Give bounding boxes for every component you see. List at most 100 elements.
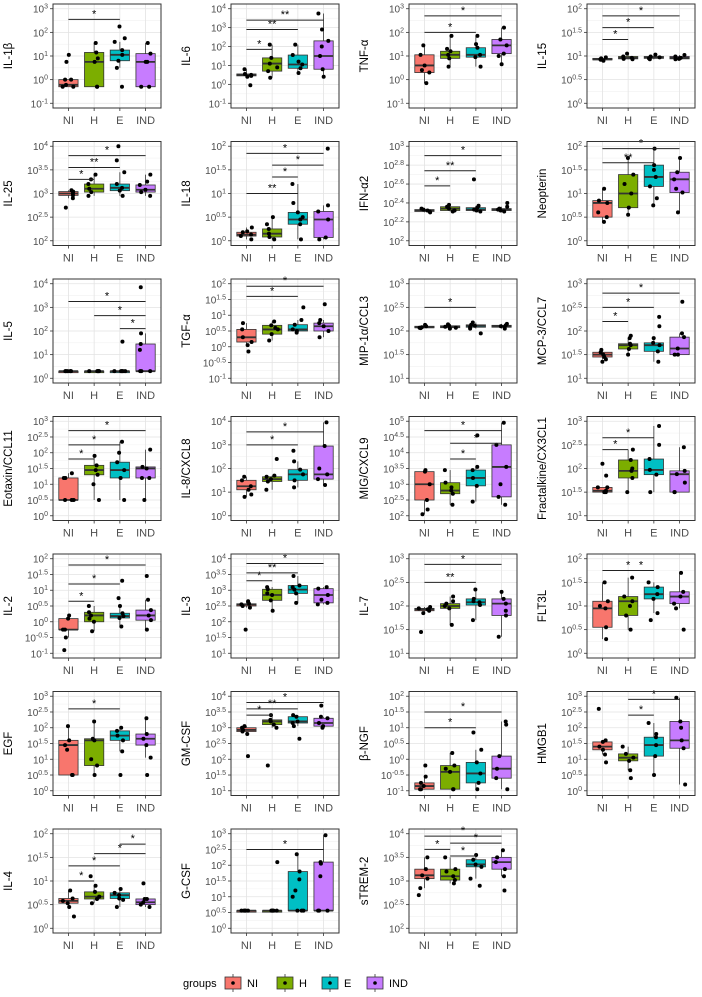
data-point	[296, 59, 301, 64]
panel-border	[230, 691, 340, 796]
box-iqr	[618, 174, 639, 209]
y-axis-label: IL-2	[3, 596, 15, 616]
data-point	[238, 234, 243, 239]
box-ind	[491, 321, 512, 331]
x-tick-label: E	[472, 803, 479, 815]
box-h	[84, 874, 105, 906]
box-ni	[236, 474, 257, 499]
data-point	[272, 473, 277, 478]
data-point	[117, 893, 122, 898]
significance-label: *	[105, 145, 110, 157]
y-tick-label: 102	[389, 511, 404, 523]
box-ind	[669, 299, 690, 357]
box-iqr	[135, 343, 156, 372]
data-point	[67, 905, 72, 909]
data-point	[249, 237, 254, 242]
data-point	[472, 323, 477, 328]
box-e	[643, 580, 664, 623]
data-point	[470, 468, 475, 473]
y-tick-label: 100	[33, 923, 48, 935]
x-tick-label: E	[116, 940, 123, 952]
significance-label: **	[446, 571, 455, 583]
box-e	[287, 305, 308, 335]
data-point	[451, 599, 456, 604]
x-tick-label: IND	[492, 665, 511, 677]
data-point	[628, 776, 633, 781]
data-point	[63, 82, 68, 87]
data-point	[470, 499, 475, 504]
x-tick-label: NI	[63, 940, 74, 952]
data-point	[446, 52, 451, 57]
y-tick-label: 100	[567, 236, 582, 248]
data-point	[418, 52, 423, 57]
box-e	[643, 423, 664, 495]
y-tick-label: 102.6	[383, 179, 404, 191]
data-point	[504, 464, 509, 469]
y-tick-label: 101.5	[205, 876, 226, 888]
data-point	[96, 498, 101, 503]
x-tick-label: IND	[136, 665, 155, 677]
x-tick-label: IND	[136, 253, 155, 265]
data-point	[317, 237, 322, 242]
data-point	[148, 755, 153, 760]
data-point	[112, 39, 117, 44]
x-tick-label: H	[268, 528, 276, 540]
x-tick-label: IND	[314, 940, 333, 952]
data-point	[427, 482, 432, 487]
box-ni	[592, 706, 613, 765]
data-point	[418, 886, 423, 891]
data-point	[271, 908, 276, 913]
box-iqr	[440, 868, 461, 881]
data-point	[647, 457, 652, 462]
box-ni	[414, 855, 435, 898]
data-point	[600, 747, 605, 752]
data-point	[678, 719, 683, 724]
data-point	[65, 724, 70, 729]
data-point	[675, 170, 680, 175]
y-tick-label: 102.5	[205, 739, 226, 751]
y-tick-label: 102	[389, 601, 404, 613]
y-tick-label: 100.5	[205, 908, 226, 920]
data-point	[146, 613, 151, 618]
panel-fractalkine-cx3cl1: 101 101.5 102 102.5 103 Fractalkine/CX3CL1 * * N…	[537, 416, 696, 540]
y-tick-label: 103	[567, 279, 582, 291]
y-tick-label: 101	[211, 892, 226, 904]
data-point	[137, 347, 142, 352]
data-point	[143, 187, 148, 192]
significance-label: *	[461, 5, 466, 17]
y-axis-label: G-CSF	[181, 863, 193, 899]
box-e	[465, 177, 486, 214]
data-point	[248, 83, 253, 88]
data-point	[245, 908, 250, 913]
x-tick-label: NI	[597, 390, 608, 402]
panel-border	[408, 691, 518, 796]
x-tick-label: NI	[419, 665, 430, 677]
data-point	[148, 608, 153, 613]
data-point	[599, 56, 604, 61]
box-ind	[313, 833, 334, 913]
data-point	[498, 37, 503, 42]
data-point	[657, 442, 662, 447]
data-point	[87, 369, 92, 374]
data-point	[502, 209, 507, 214]
data-point	[449, 622, 454, 627]
x-tick-label: E	[294, 253, 301, 265]
data-point	[139, 84, 144, 89]
box-e	[465, 433, 486, 504]
data-point	[71, 914, 76, 919]
data-point	[69, 188, 74, 193]
box-iqr	[491, 856, 512, 870]
data-point	[502, 888, 507, 893]
legend-label: IND	[389, 978, 408, 990]
data-point	[148, 447, 153, 452]
data-point	[504, 321, 509, 326]
data-point	[242, 494, 247, 499]
data-point	[249, 492, 254, 497]
data-point	[602, 186, 607, 191]
data-point	[325, 592, 330, 597]
box-ni	[236, 599, 257, 632]
data-point	[239, 478, 244, 483]
data-point	[630, 475, 635, 480]
data-point	[316, 586, 321, 591]
box-ni	[414, 763, 435, 792]
